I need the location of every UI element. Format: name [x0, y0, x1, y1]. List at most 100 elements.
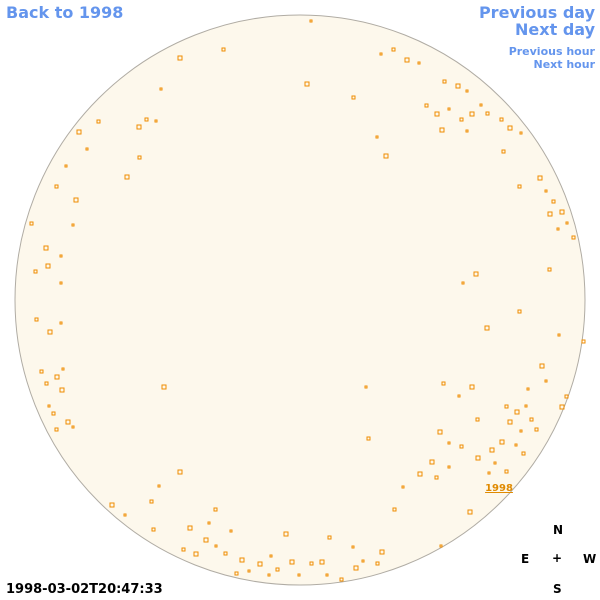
contour — [504, 404, 509, 409]
contour — [475, 455, 481, 461]
contour — [214, 544, 218, 548]
previous-hour-link[interactable]: Previous hour — [508, 45, 595, 58]
contour — [383, 153, 389, 159]
contour — [507, 125, 513, 131]
contour — [283, 531, 289, 537]
contour — [297, 573, 301, 577]
contour — [123, 513, 127, 517]
contour — [547, 267, 552, 272]
contour — [247, 569, 251, 573]
contour — [417, 471, 423, 477]
contour — [447, 465, 451, 469]
contour — [479, 103, 483, 107]
contour — [257, 561, 263, 567]
contour — [109, 502, 115, 508]
contour — [524, 404, 528, 408]
contour — [547, 211, 553, 217]
contour — [39, 369, 44, 374]
contour — [521, 451, 526, 456]
contour — [499, 439, 505, 445]
contour — [181, 547, 186, 552]
contour — [59, 321, 63, 325]
contour — [51, 411, 56, 416]
contour — [571, 235, 576, 240]
contour — [379, 52, 383, 56]
contour — [581, 339, 586, 344]
contour — [507, 419, 513, 425]
contour — [137, 155, 142, 160]
contour — [34, 317, 39, 322]
contour — [151, 527, 156, 532]
contour — [559, 404, 565, 410]
contour — [564, 394, 569, 399]
contour — [223, 551, 228, 556]
contour — [76, 129, 82, 135]
contour — [366, 436, 371, 441]
contour — [136, 124, 142, 130]
contour — [267, 573, 271, 577]
timestamp: 1998-03-02T20:47:33 — [6, 582, 163, 597]
contour — [526, 387, 530, 391]
contour — [289, 559, 295, 565]
contour — [144, 117, 149, 122]
contour — [467, 509, 473, 515]
contour — [59, 387, 65, 393]
contour — [327, 535, 332, 540]
contour — [544, 379, 548, 383]
contour — [44, 381, 49, 386]
contour — [124, 174, 130, 180]
contour — [353, 565, 359, 571]
contour — [404, 57, 410, 63]
contour — [59, 254, 63, 258]
contour — [465, 129, 469, 133]
contour — [469, 384, 475, 390]
contour — [392, 507, 397, 512]
contour — [47, 404, 51, 408]
contour — [375, 135, 379, 139]
contour — [473, 271, 479, 277]
contour — [351, 545, 355, 549]
contour — [64, 164, 68, 168]
contour — [565, 221, 569, 225]
contour — [489, 447, 495, 453]
contour — [154, 119, 158, 123]
contour — [85, 147, 89, 151]
contour — [234, 571, 239, 576]
contour — [469, 111, 475, 117]
contour — [514, 443, 518, 447]
next-day-link[interactable]: Next day — [515, 20, 595, 39]
contour — [434, 111, 440, 117]
contour — [275, 567, 280, 572]
contour — [71, 425, 75, 429]
contour — [487, 471, 491, 475]
back-link[interactable]: Back to 1998 — [6, 3, 124, 22]
contour — [187, 525, 193, 531]
contour — [59, 281, 63, 285]
contour — [459, 117, 464, 122]
contour — [47, 329, 53, 335]
region-label[interactable]: 1998 — [485, 483, 513, 494]
next-hour-link[interactable]: Next hour — [533, 58, 596, 71]
contour — [221, 47, 226, 52]
contour — [424, 103, 429, 108]
contour — [203, 537, 209, 543]
contour — [96, 119, 101, 124]
contour — [325, 573, 329, 577]
contour — [519, 429, 523, 433]
previous-day-link[interactable]: Previous day — [478, 3, 595, 22]
solar-disk — [14, 14, 586, 586]
contour — [379, 549, 385, 555]
contour — [43, 245, 49, 251]
contour — [517, 184, 522, 189]
contour — [73, 197, 79, 203]
contour — [229, 529, 233, 533]
contour — [391, 47, 396, 52]
contour — [537, 175, 543, 181]
contour — [556, 227, 560, 231]
contour — [401, 485, 405, 489]
contour — [485, 111, 490, 116]
compass-center: + — [552, 551, 563, 565]
contour — [557, 333, 561, 337]
contour — [504, 469, 509, 474]
